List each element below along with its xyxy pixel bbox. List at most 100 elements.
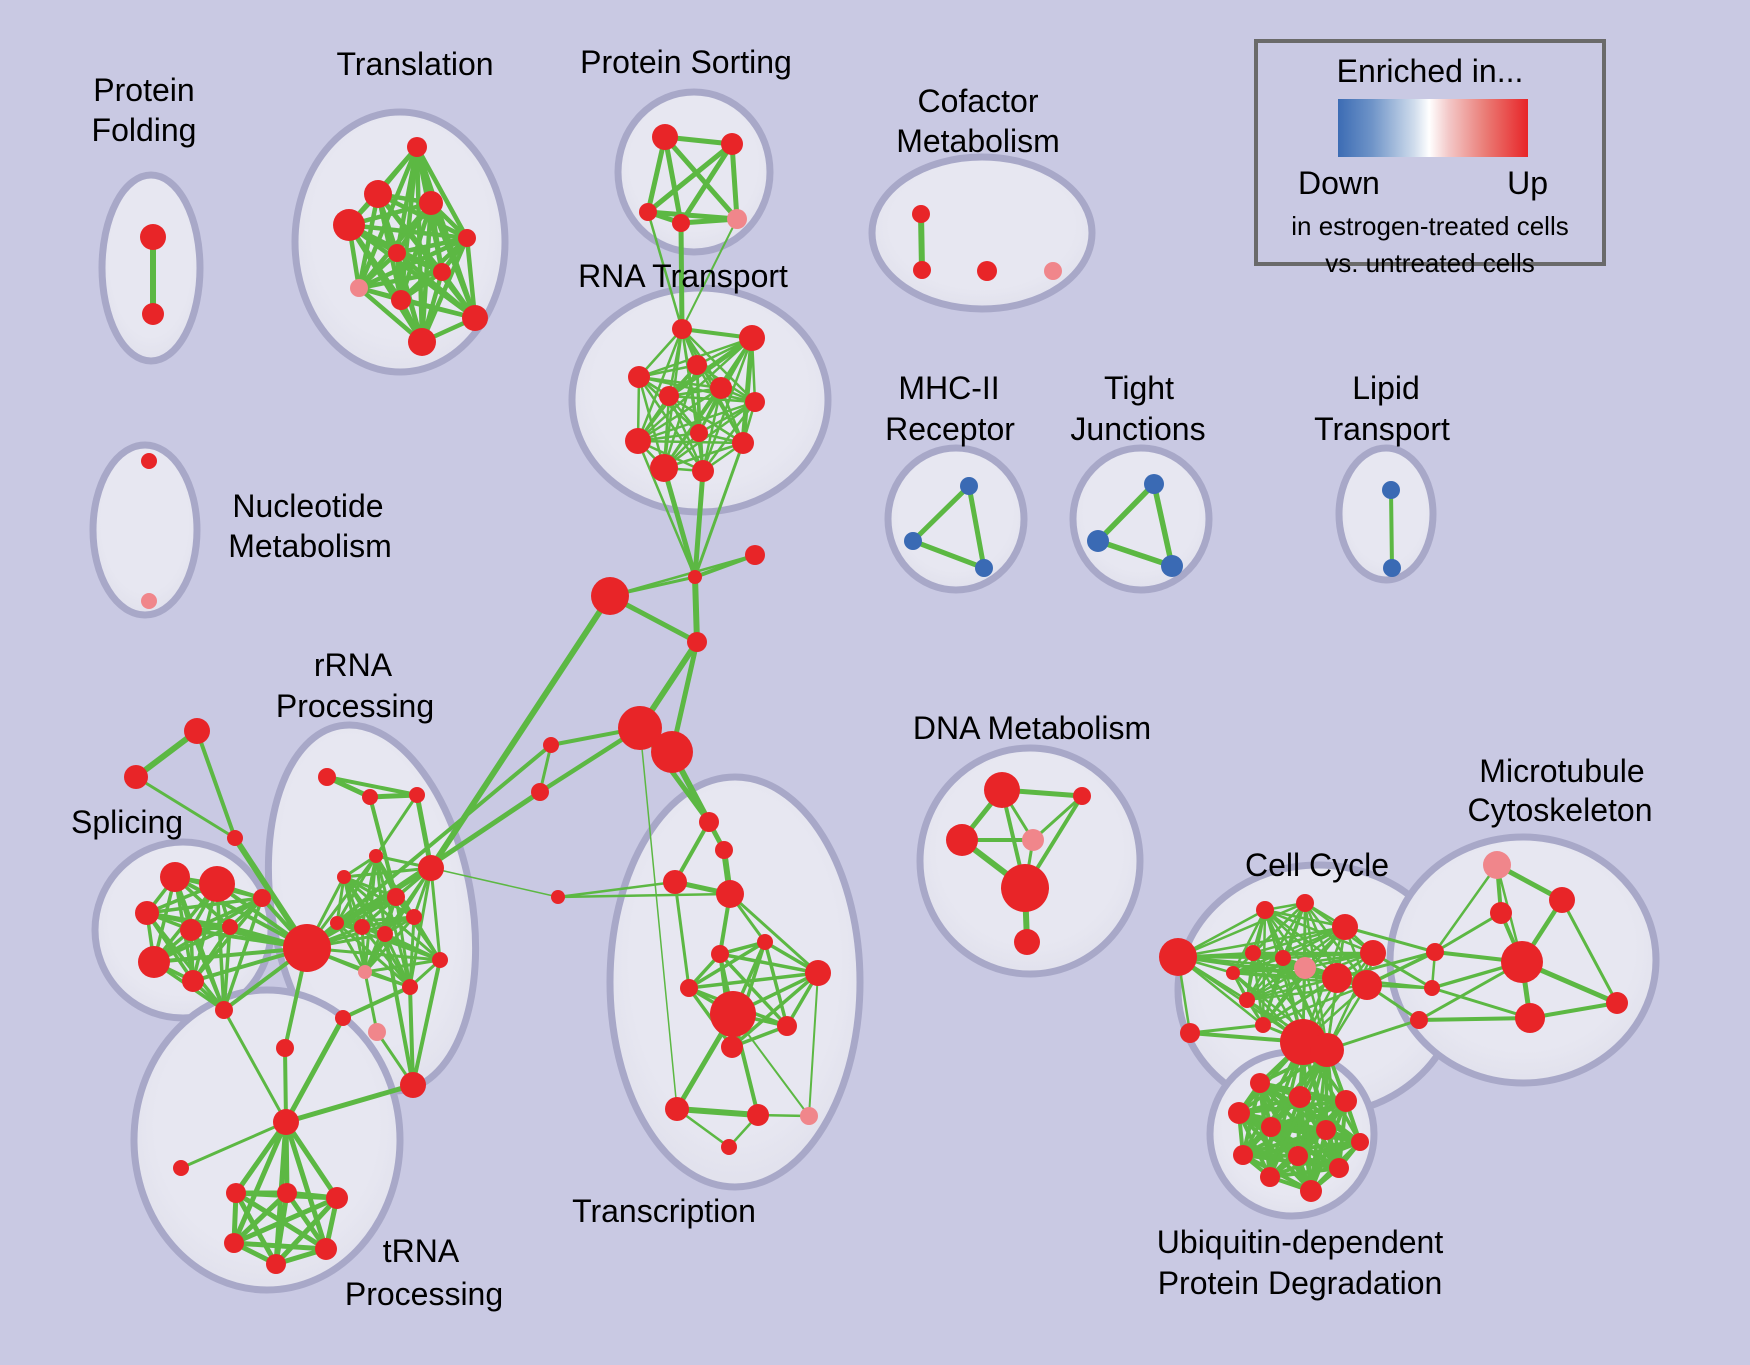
gene-set-node-red[interactable] [406, 909, 422, 925]
gene-set-node-red[interactable] [283, 924, 331, 972]
gene-set-node-red[interactable] [1014, 929, 1040, 955]
gene-set-node-pink[interactable] [1483, 851, 1511, 879]
gene-set-node-red[interactable] [625, 428, 651, 454]
gene-set-node-red[interactable] [543, 737, 559, 753]
gene-set-node-pink[interactable] [1294, 957, 1316, 979]
gene-set-node-red[interactable] [409, 787, 425, 803]
gene-set-node-red[interactable] [1606, 992, 1628, 1014]
gene-set-node-red[interactable] [690, 424, 708, 442]
gene-set-node-red[interactable] [721, 1139, 737, 1155]
gene-set-node-red[interactable] [315, 1238, 337, 1260]
gene-set-node-red[interactable] [652, 124, 678, 150]
gene-set-node-red[interactable] [1260, 1167, 1280, 1187]
gene-set-node-red[interactable] [180, 919, 202, 941]
gene-set-node-red[interactable] [388, 244, 406, 262]
gene-set-node-red[interactable] [1239, 992, 1255, 1008]
gene-set-node-red[interactable] [1501, 941, 1543, 983]
gene-set-node-red[interactable] [138, 946, 170, 978]
gene-set-node-red[interactable] [141, 453, 157, 469]
gene-set-node-red[interactable] [680, 979, 698, 997]
gene-set-node-red[interactable] [618, 706, 662, 750]
gene-set-node-red[interactable] [227, 830, 243, 846]
gene-set-node-red[interactable] [1256, 901, 1274, 919]
gene-set-node-red[interactable] [1289, 1086, 1311, 1108]
gene-set-node-red[interactable] [273, 1109, 299, 1135]
gene-set-node-red[interactable] [639, 203, 657, 221]
gene-set-node-red[interactable] [1332, 914, 1358, 940]
gene-set-node-red[interactable] [402, 979, 418, 995]
gene-set-node-red[interactable] [400, 1072, 426, 1098]
gene-set-node-blue[interactable] [1087, 530, 1109, 552]
gene-set-node-blue[interactable] [1161, 555, 1183, 577]
gene-set-node-red[interactable] [199, 866, 235, 902]
gene-set-node-blue[interactable] [1383, 559, 1401, 577]
gene-set-node-red[interactable] [364, 180, 392, 208]
gene-set-node-pink[interactable] [141, 593, 157, 609]
gene-set-node-red[interactable] [1310, 1033, 1344, 1067]
gene-set-node-red[interactable] [266, 1254, 286, 1274]
gene-set-node-red[interactable] [1296, 894, 1314, 912]
gene-set-node-red[interactable] [747, 1104, 769, 1126]
gene-set-node-red[interactable] [407, 137, 427, 157]
gene-set-node-red[interactable] [432, 952, 448, 968]
gene-set-node-red[interactable] [757, 934, 773, 950]
gene-set-node-red[interactable] [182, 970, 204, 992]
gene-set-node-red[interactable] [215, 1001, 233, 1019]
gene-set-node-red[interactable] [912, 205, 930, 223]
gene-set-node-red[interactable] [142, 303, 164, 325]
gene-set-node-red[interactable] [659, 386, 679, 406]
gene-set-node-red[interactable] [377, 926, 393, 942]
gene-set-node-pink[interactable] [358, 965, 372, 979]
gene-set-node-pink[interactable] [1022, 829, 1044, 851]
gene-set-node-red[interactable] [1424, 980, 1440, 996]
gene-set-node-red[interactable] [977, 261, 997, 281]
gene-set-node-red[interactable] [337, 870, 351, 884]
gene-set-node-red[interactable] [277, 1183, 297, 1203]
gene-set-node-red[interactable] [913, 261, 931, 279]
gene-set-node-blue[interactable] [904, 532, 922, 550]
gene-set-node-red[interactable] [362, 789, 378, 805]
gene-set-node-red[interactable] [433, 263, 451, 281]
gene-set-node-red[interactable] [663, 870, 687, 894]
gene-set-node-red[interactable] [1490, 902, 1512, 924]
gene-set-node-pink[interactable] [800, 1107, 818, 1125]
gene-set-node-red[interactable] [699, 812, 719, 832]
gene-set-node-red[interactable] [387, 888, 405, 906]
gene-set-node-red[interactable] [330, 916, 344, 930]
gene-set-node-red[interactable] [1515, 1003, 1545, 1033]
gene-set-node-red[interactable] [1261, 1117, 1281, 1137]
gene-set-node-red[interactable] [124, 765, 148, 789]
gene-set-node-red[interactable] [1316, 1120, 1336, 1140]
gene-set-node-red[interactable] [1322, 963, 1352, 993]
gene-set-node-red[interactable] [745, 392, 765, 412]
gene-set-node-red[interactable] [628, 366, 650, 388]
gene-set-node-pink[interactable] [368, 1023, 386, 1041]
gene-set-node-red[interactable] [711, 945, 729, 963]
gene-set-node-red[interactable] [276, 1039, 294, 1057]
gene-set-node-red[interactable] [1335, 1090, 1357, 1112]
gene-set-node-red[interactable] [805, 960, 831, 986]
gene-set-node-red[interactable] [408, 328, 436, 356]
gene-set-node-pink[interactable] [350, 279, 368, 297]
gene-set-node-red[interactable] [253, 889, 271, 907]
gene-set-node-red[interactable] [672, 319, 692, 339]
gene-set-node-red[interactable] [391, 290, 411, 310]
gene-set-node-red[interactable] [1352, 970, 1382, 1000]
gene-set-node-red[interactable] [418, 855, 444, 881]
gene-set-node-blue[interactable] [960, 477, 978, 495]
gene-set-node-red[interactable] [1351, 1133, 1369, 1151]
gene-set-node-red[interactable] [140, 224, 166, 250]
gene-set-node-red[interactable] [688, 570, 702, 584]
gene-set-node-red[interactable] [1073, 787, 1091, 805]
gene-set-node-red[interactable] [984, 772, 1020, 808]
gene-set-node-red[interactable] [1275, 950, 1291, 966]
gene-set-node-red[interactable] [732, 432, 754, 454]
gene-set-node-red[interactable] [721, 1036, 743, 1058]
gene-set-node-red[interactable] [458, 229, 476, 247]
gene-set-node-red[interactable] [1288, 1146, 1308, 1166]
gene-set-node-red[interactable] [173, 1160, 189, 1176]
gene-set-node-red[interactable] [1255, 1017, 1271, 1033]
gene-set-node-red[interactable] [665, 1097, 689, 1121]
gene-set-node-red[interactable] [226, 1183, 246, 1203]
gene-set-node-red[interactable] [687, 632, 707, 652]
